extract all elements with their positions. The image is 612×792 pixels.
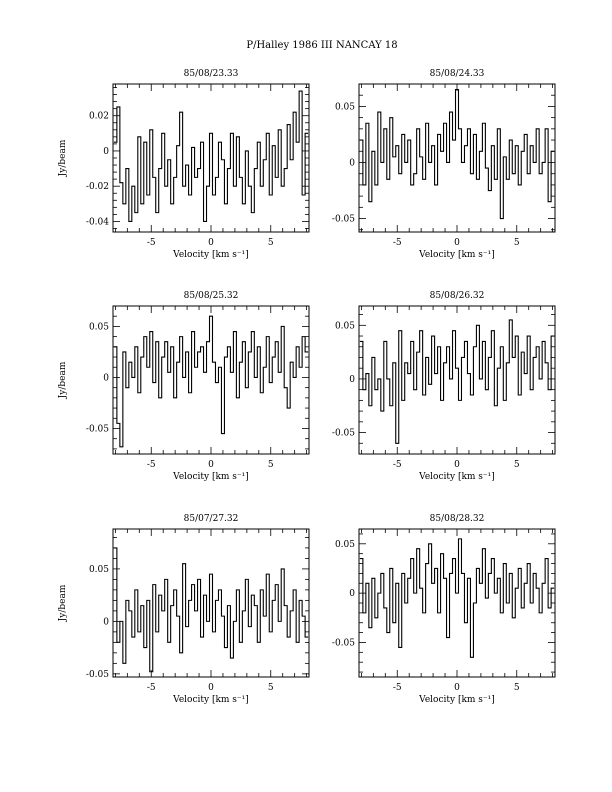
y-tick-label: 0.02 (89, 112, 109, 122)
panel-title: 85/08/24.33 (430, 69, 485, 79)
y-axis-label: Jy/beam (58, 584, 68, 622)
spectrum-line (113, 315, 309, 448)
x-tick-label: -5 (147, 683, 156, 693)
spectrum-panel: 85/08/25.32 -5 0 5 Velocity [km s⁻¹] -0.05 0 0.… (58, 291, 310, 482)
panel-title: 85/08/28.32 (430, 514, 485, 524)
x-tick-label: 5 (514, 238, 520, 248)
spectrum-line (113, 547, 309, 673)
y-tick-label: -0.04 (86, 217, 109, 227)
y-tick-label: 0.05 (335, 321, 355, 331)
panel-title: 85/08/25.32 (184, 291, 239, 301)
x-tick-label: 5 (514, 460, 520, 470)
x-tick-label: 5 (268, 460, 274, 470)
plot-frame (358, 305, 556, 455)
x-tick-label: -5 (393, 238, 402, 248)
y-tick-label: -0.05 (86, 424, 109, 434)
y-tick-label: -0.05 (332, 429, 355, 439)
x-tick-label: 0 (208, 683, 214, 693)
x-tick-label: 0 (454, 460, 460, 470)
x-tick-label: 0 (454, 238, 460, 248)
spectrum-line (359, 538, 555, 658)
y-tick-label: 0.05 (335, 102, 355, 112)
spectra-panels: 85/08/23.33 -5 0 5 Velocity [km s⁻¹] -0.04 -0.… (58, 69, 556, 705)
x-tick-label: 5 (268, 683, 274, 693)
spectrum-line (359, 319, 555, 444)
spectrum-line (359, 89, 555, 220)
y-tick-label: 0 (349, 158, 355, 168)
figure-title: P/Halley 1986 III NANCAY 18 (246, 40, 397, 51)
plot-frame (358, 83, 556, 233)
y-axis-label: Jy/beam (58, 361, 68, 399)
y-tick-label: 0.05 (89, 322, 109, 332)
x-axis-label: Velocity [km s⁻¹] (418, 695, 495, 705)
y-tick-label: 0 (349, 375, 355, 385)
plot-frame (112, 305, 310, 455)
x-tick-label: 0 (208, 460, 214, 470)
y-tick-label: 0 (103, 147, 109, 157)
y-tick-label: -0.05 (332, 638, 355, 648)
panel-title: 85/08/26.32 (430, 291, 485, 301)
x-tick-label: 5 (514, 683, 520, 693)
y-tick-label: 0 (103, 373, 109, 383)
y-tick-label: -0.05 (332, 215, 355, 225)
x-axis-label: Velocity [km s⁻¹] (418, 250, 495, 260)
x-tick-label: -5 (393, 683, 402, 693)
x-tick-label: 5 (268, 238, 274, 248)
y-tick-label: 0.05 (335, 540, 355, 550)
x-axis-label: Velocity [km s⁻¹] (418, 472, 495, 482)
plot-frame (112, 528, 310, 678)
y-tick-label: 0.05 (89, 565, 109, 575)
x-tick-label: -5 (393, 460, 402, 470)
spectrum-panel: 85/08/24.33 -5 0 5 Velocity [km s⁻¹] -0.05 0 0.… (332, 69, 556, 260)
x-tick-label: -5 (147, 238, 156, 248)
x-axis-label: Velocity [km s⁻¹] (172, 250, 249, 260)
spectrum-panel: 85/07/27.32 -5 0 5 Velocity [km s⁻¹] -0.05 0 0.… (58, 514, 310, 705)
panel-title: 85/07/27.32 (184, 514, 239, 524)
y-tick-label: 0 (349, 589, 355, 599)
y-tick-label: 0 (103, 617, 109, 627)
y-tick-label: -0.05 (86, 670, 109, 680)
plot-frame (112, 83, 310, 233)
y-axis-label: Jy/beam (58, 139, 68, 177)
x-tick-label: 0 (454, 683, 460, 693)
x-axis-label: Velocity [km s⁻¹] (172, 472, 249, 482)
spectrum-panel: 85/08/28.32 -5 0 5 Velocity [km s⁻¹] -0.05 0 0.… (332, 514, 556, 705)
spectrum-line (113, 90, 309, 222)
x-tick-label: -5 (147, 460, 156, 470)
x-axis-label: Velocity [km s⁻¹] (172, 695, 249, 705)
plot-frame (358, 528, 556, 678)
x-tick-label: 0 (208, 238, 214, 248)
spectrum-panel: 85/08/26.32 -5 0 5 Velocity [km s⁻¹] -0.05 0 0.… (332, 291, 556, 482)
spectrum-panel: 85/08/23.33 -5 0 5 Velocity [km s⁻¹] -0.04 -0.… (58, 69, 310, 260)
panel-title: 85/08/23.33 (184, 69, 239, 79)
y-tick-label: -0.02 (86, 182, 109, 192)
